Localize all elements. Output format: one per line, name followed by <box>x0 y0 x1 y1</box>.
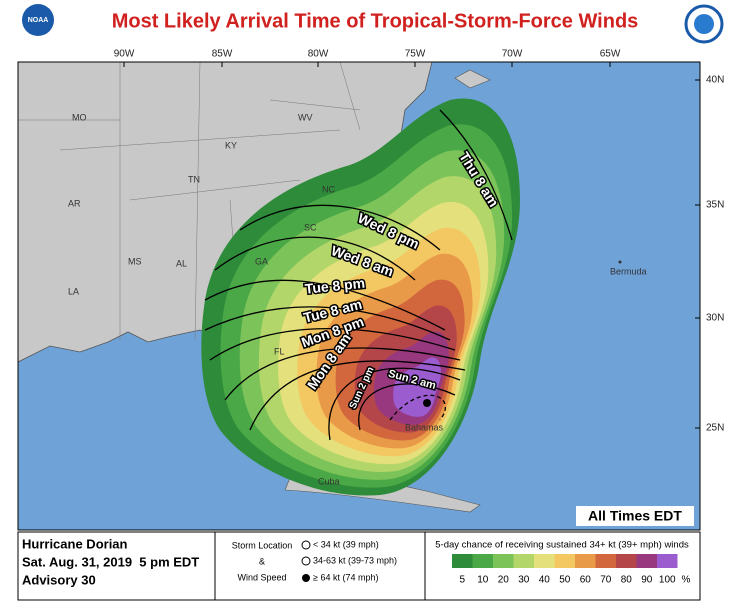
lon-label: 75W <box>405 49 426 60</box>
place-label: LA <box>68 286 79 296</box>
nws-logo-inner <box>694 14 714 34</box>
scale-label: 30 <box>518 575 530 586</box>
lat-label: 30N <box>706 313 724 324</box>
time-zone-note: All Times EDT <box>588 508 682 524</box>
map: MO KY WV TN NC AR SC MS AL GA LA FL Berm… <box>18 62 700 530</box>
scale-unit: % <box>682 575 691 586</box>
noaa-logo <box>22 4 54 36</box>
lon-label: 65W <box>600 49 621 60</box>
scale-label: 20 <box>498 575 510 586</box>
scale-label: 100 <box>659 575 676 586</box>
place-label: Cuba <box>318 476 340 486</box>
storm-name: Hurricane Dorian <box>22 536 128 551</box>
place-label: Bahamas <box>405 422 444 432</box>
legend-item: 34-63 kt (39-73 mph) <box>313 555 397 565</box>
scale-label: 40 <box>539 575 551 586</box>
legend-item: < 34 kt (39 mph) <box>313 539 379 549</box>
scale-label: 50 <box>559 575 571 586</box>
lon-label: 85W <box>212 49 233 60</box>
color-swatch <box>452 554 473 568</box>
bermuda-dot <box>618 260 622 264</box>
color-swatch <box>534 554 555 568</box>
lat-label: 25N <box>706 423 724 434</box>
lat-label: 40N <box>706 75 724 86</box>
place-label: KY <box>225 140 237 150</box>
logo-text: NOAA <box>28 17 49 24</box>
lon-label: 90W <box>114 49 135 60</box>
lat-label: 35N <box>706 200 724 211</box>
color-swatch <box>657 554 678 568</box>
place-label: NC <box>322 184 335 194</box>
storm-location <box>423 399 431 407</box>
place-label: MS <box>128 256 142 266</box>
scale-label: 60 <box>580 575 592 586</box>
symbol-hurricane <box>302 574 310 582</box>
title: Most Likely Arrival Time of Tropical-Sto… <box>112 10 639 32</box>
lon-label: 80W <box>308 49 329 60</box>
note-box <box>576 506 694 526</box>
latitude-axis: 40N 35N 30N 25N <box>695 75 724 434</box>
legend-title: Wind Speed <box>237 572 286 582</box>
symbol-ts <box>301 556 311 566</box>
legend-title: Storm Location <box>232 540 293 550</box>
map-frame <box>17 61 701 531</box>
place-label: Bermuda <box>610 266 647 276</box>
symbol-weak <box>301 540 311 550</box>
land-ne <box>454 69 491 89</box>
lon-label: 70W <box>502 49 523 60</box>
prob-title: 5-day chance of receiving sustained 34+ … <box>435 540 689 551</box>
color-swatch <box>554 554 575 568</box>
place-label: TN <box>188 174 200 184</box>
color-swatch <box>575 554 596 568</box>
legend-title: & <box>259 556 265 566</box>
color-swatch <box>636 554 657 568</box>
place-label: AL <box>176 258 187 268</box>
scale-label: 90 <box>641 575 653 586</box>
place-label: MO <box>72 112 87 122</box>
scale-label: 10 <box>477 575 489 586</box>
place-label: WV <box>298 112 313 122</box>
color-swatch <box>493 554 514 568</box>
place-label: AR <box>68 198 81 208</box>
place-label: SC <box>304 222 317 232</box>
color-swatch <box>513 554 534 568</box>
scale-label: 80 <box>621 575 633 586</box>
color-swatch <box>472 554 493 568</box>
place-label: FL <box>274 346 285 356</box>
place-label: GA <box>255 256 268 266</box>
longitude-axis: 90W 85W 80W 75W 70W 65W <box>114 49 621 67</box>
arrival-contours <box>204 109 513 441</box>
colorbar: 5 10 20 30 40 50 60 70 80 90 100% <box>452 554 691 586</box>
advisory: Advisory 30 <box>22 572 96 587</box>
scale-label: 5 <box>459 575 465 586</box>
issued: Sat. Aug. 31, 2019 5 pm EDT <box>22 554 199 569</box>
color-swatch <box>595 554 616 568</box>
color-swatch <box>616 554 637 568</box>
scale-label: 70 <box>600 575 612 586</box>
legend-item: ≥ 64 kt (74 mph) <box>313 572 378 582</box>
